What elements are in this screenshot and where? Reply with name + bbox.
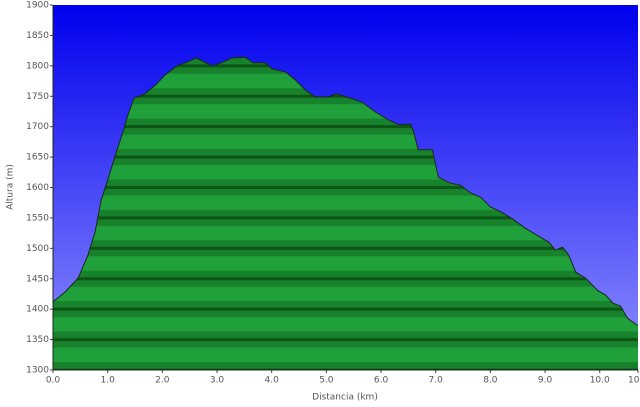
y-tick-label: 1400 (26, 305, 49, 315)
grid-band (53, 240, 638, 257)
y-axis-title: Altura (m) (6, 164, 16, 210)
y-tick-label: 1500 (26, 244, 49, 254)
y-tick-label: 1350 (26, 335, 49, 345)
x-tick-label: 7.0 (429, 376, 444, 386)
x-tick-label: 0.0 (46, 376, 61, 386)
x-tick-label: 6.0 (374, 376, 389, 386)
x-tick-label: 9.0 (538, 376, 553, 386)
x-tick-label: 4.0 (265, 376, 280, 386)
x-tick-label: 5.0 (319, 376, 334, 386)
grid-band (53, 362, 638, 371)
y-tick-label: 1550 (26, 213, 49, 223)
y-tick-label: 1300 (26, 366, 49, 376)
y-tick-label: 1600 (26, 183, 49, 193)
x-tick-label: 8.0 (483, 376, 498, 386)
y-tick-label: 1850 (26, 31, 49, 41)
y-tick-label: 1800 (26, 61, 49, 71)
x-tick-label: 3.0 (210, 376, 225, 386)
grid-band (53, 331, 638, 348)
y-tick-label: 1650 (26, 153, 49, 163)
grid-band (53, 301, 638, 318)
grid-band (53, 209, 638, 226)
y-tick-label: 1750 (26, 92, 49, 102)
x-tick-label: 2.0 (155, 376, 170, 386)
y-tick-label: 1450 (26, 274, 49, 284)
x-tick-label: 10.7 (628, 376, 640, 386)
area (53, 57, 638, 371)
x-axis-title: Distancia (km) (312, 393, 378, 403)
y-tick-label: 1700 (26, 122, 49, 132)
x-tick-label: 1.0 (101, 376, 116, 386)
y-tick-label: 1900 (26, 1, 49, 11)
x-tick-label: 10.0 (590, 376, 610, 386)
grid-band (53, 270, 638, 287)
area-outline (52, 56, 638, 326)
